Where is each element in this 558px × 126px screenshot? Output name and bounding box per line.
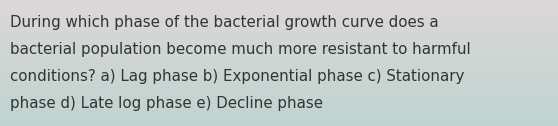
Text: bacterial population become much more resistant to harmful: bacterial population become much more re…	[10, 42, 471, 57]
Text: conditions? a) Lag phase b) Exponential phase c) Stationary: conditions? a) Lag phase b) Exponential …	[10, 69, 464, 84]
Text: phase d) Late log phase e) Decline phase: phase d) Late log phase e) Decline phase	[10, 96, 323, 111]
Text: During which phase of the bacterial growth curve does a: During which phase of the bacterial grow…	[10, 15, 439, 30]
